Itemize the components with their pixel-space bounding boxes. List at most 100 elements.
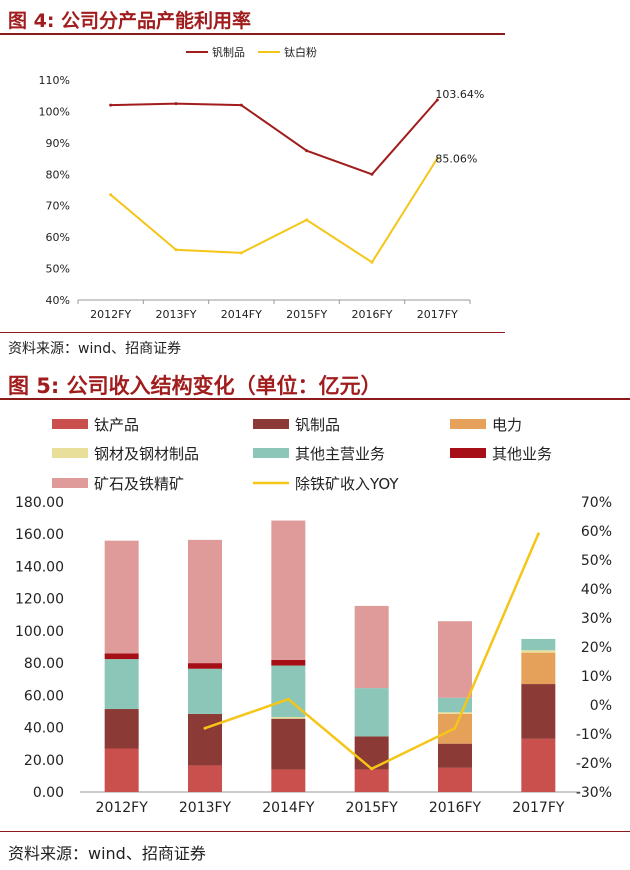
bar-2016FY-series-3 (438, 712, 472, 714)
bar-2017FY-series-0 (521, 738, 556, 792)
y2-tick-label-4: 10% (581, 669, 612, 685)
capacity-utilization-line-chart: 钒制品 钛白粉 2012FY 2013FY 2014FY 2015FY 2016FY 201… (39, 45, 485, 321)
y-tick-label-2: 40.00 (24, 721, 64, 737)
y2-tick-label-3: 0% (590, 698, 612, 714)
bar-2014FY-series-6 (271, 520, 306, 660)
bar-2013FY-series-6 (188, 539, 222, 664)
series-0-point-4 (370, 172, 374, 176)
y2-tick-label-1: -20% (576, 756, 612, 772)
bar-2013FY-series-0 (188, 765, 222, 792)
legend-label-0: 钛产品 (94, 416, 139, 434)
y-tick-label-1: 20.00 (24, 753, 64, 769)
x-tick-label-3: 2015FY (286, 308, 327, 321)
y2-tick-label-0: -30% (576, 785, 612, 801)
chart1-lines (109, 98, 439, 264)
series-line-1 (110, 157, 439, 264)
bar-2015FY-series-1 (354, 736, 389, 770)
yoy-point-5 (536, 532, 540, 536)
chart2-yoy-line (203, 532, 540, 771)
y-tick-label-2: 60% (46, 231, 70, 244)
legend-label-1: 钛白粉 (284, 45, 317, 59)
legend-label-0: 钒制品 (212, 45, 245, 59)
x-tick-label-5: 2017FY (417, 308, 458, 321)
yoy-point-4 (453, 726, 457, 730)
yoy-point-1 (203, 726, 207, 730)
y2-tick-label-2: -10% (576, 727, 612, 743)
legend-label-2: 电力 (492, 416, 522, 434)
y-tick-label-0: 0.00 (33, 785, 64, 801)
x-tick-label-3: 2015FY (346, 800, 399, 816)
y-tick-label-9: 180.00 (15, 495, 64, 511)
series-1-point-1 (174, 248, 178, 252)
y2-tick-label-10: 70% (581, 495, 612, 511)
chart2-axes: 2012FY 2013FY 2014FY 2015FY 2016FY 2017FY 0.00… (15, 495, 612, 816)
series-1-point-4 (370, 260, 374, 264)
y-tick-label-5: 100.00 (15, 624, 64, 640)
bar-2014FY-series-3 (271, 717, 306, 719)
y-tick-label-6: 100% (39, 105, 70, 118)
series-1-point-2 (239, 251, 243, 255)
series-1-point-0 (109, 193, 113, 197)
bar-2016FY-series-6 (438, 621, 472, 698)
y-tick-label-3: 70% (46, 200, 70, 213)
chart1-axes: 2012FY 2013FY 2014FY 2015FY 2016FY 2017FY 40% 5… (39, 74, 471, 321)
bar-2017FY-series-1 (521, 684, 556, 739)
x-tick-label-0: 2012FY (90, 308, 131, 321)
y2-tick-label-8: 50% (581, 553, 612, 569)
y-tick-label-5: 90% (46, 137, 70, 150)
y2-tick-label-7: 40% (581, 582, 612, 598)
bar-2015FY-series-4 (354, 688, 389, 737)
legend-label-1: 钒制品 (295, 416, 340, 434)
y-tick-label-0: 40% (46, 294, 70, 307)
bar-2012FY-series-4 (104, 659, 139, 710)
figure-5-source: 资料来源：wind、招商证券 (8, 844, 206, 863)
figure-4-source: 资料来源：wind、招商证券 (8, 341, 182, 357)
bar-2014FY-series-1 (271, 718, 306, 770)
x-tick-label-2: 2014FY (221, 308, 262, 321)
bar-2017FY-series-2 (521, 652, 556, 685)
series-1-point-5 (435, 156, 439, 160)
data-label-0: 103.64% (435, 88, 484, 101)
y2-tick-label-5: 20% (581, 640, 612, 656)
bar-2015FY-series-0 (354, 769, 389, 792)
source-rule-1 (0, 332, 505, 333)
bar-2016FY-series-0 (438, 767, 472, 792)
title-rule-bottom (0, 398, 630, 400)
bar-2016FY-series-1 (438, 743, 472, 768)
bar-2017FY-series-3 (521, 650, 556, 653)
series-0-point-2 (239, 103, 243, 107)
bar-2013FY-series-4 (188, 668, 222, 714)
bar-2013FY-series-1 (188, 713, 222, 766)
y-tick-label-6: 120.00 (15, 592, 64, 608)
bar-2014FY-series-5 (271, 659, 306, 666)
legend-swatch-2 (450, 419, 486, 429)
y-tick-label-7: 140.00 (15, 559, 64, 575)
bar-2012FY-series-6 (104, 540, 139, 654)
x-tick-label-1: 2013FY (155, 308, 196, 321)
series-0-point-5 (435, 98, 439, 102)
x-tick-label-0: 2012FY (96, 800, 149, 816)
bar-2012FY-series-5 (104, 653, 139, 660)
x-tick-label-4: 2016FY (351, 308, 392, 321)
legend-swatch-3 (52, 448, 88, 458)
legend-swatch-0 (52, 419, 88, 429)
x-tick-label-1: 2013FY (179, 800, 232, 816)
series-0-point-0 (109, 103, 113, 107)
yoy-point-2 (286, 697, 290, 701)
yoy-point-3 (370, 767, 374, 771)
bar-2012FY-series-1 (104, 709, 139, 749)
legend-label-5: 其他业务 (492, 445, 552, 463)
y-tick-label-4: 80.00 (24, 656, 64, 672)
bar-2012FY-series-0 (104, 748, 139, 792)
legend-label-7: 除铁矿收入YOY (295, 475, 399, 493)
bar-2013FY-series-5 (188, 663, 222, 669)
legend-swatch-1 (253, 419, 289, 429)
legend-swatch-6 (52, 478, 88, 488)
y-tick-label-8: 160.00 (15, 527, 64, 543)
y-tick-label-4: 80% (46, 168, 70, 181)
bar-2015FY-series-6 (354, 605, 389, 689)
chart1-data-labels: 103.64% 85.06% (435, 88, 484, 165)
series-0-point-3 (305, 149, 309, 153)
y-tick-label-3: 60.00 (24, 688, 64, 704)
